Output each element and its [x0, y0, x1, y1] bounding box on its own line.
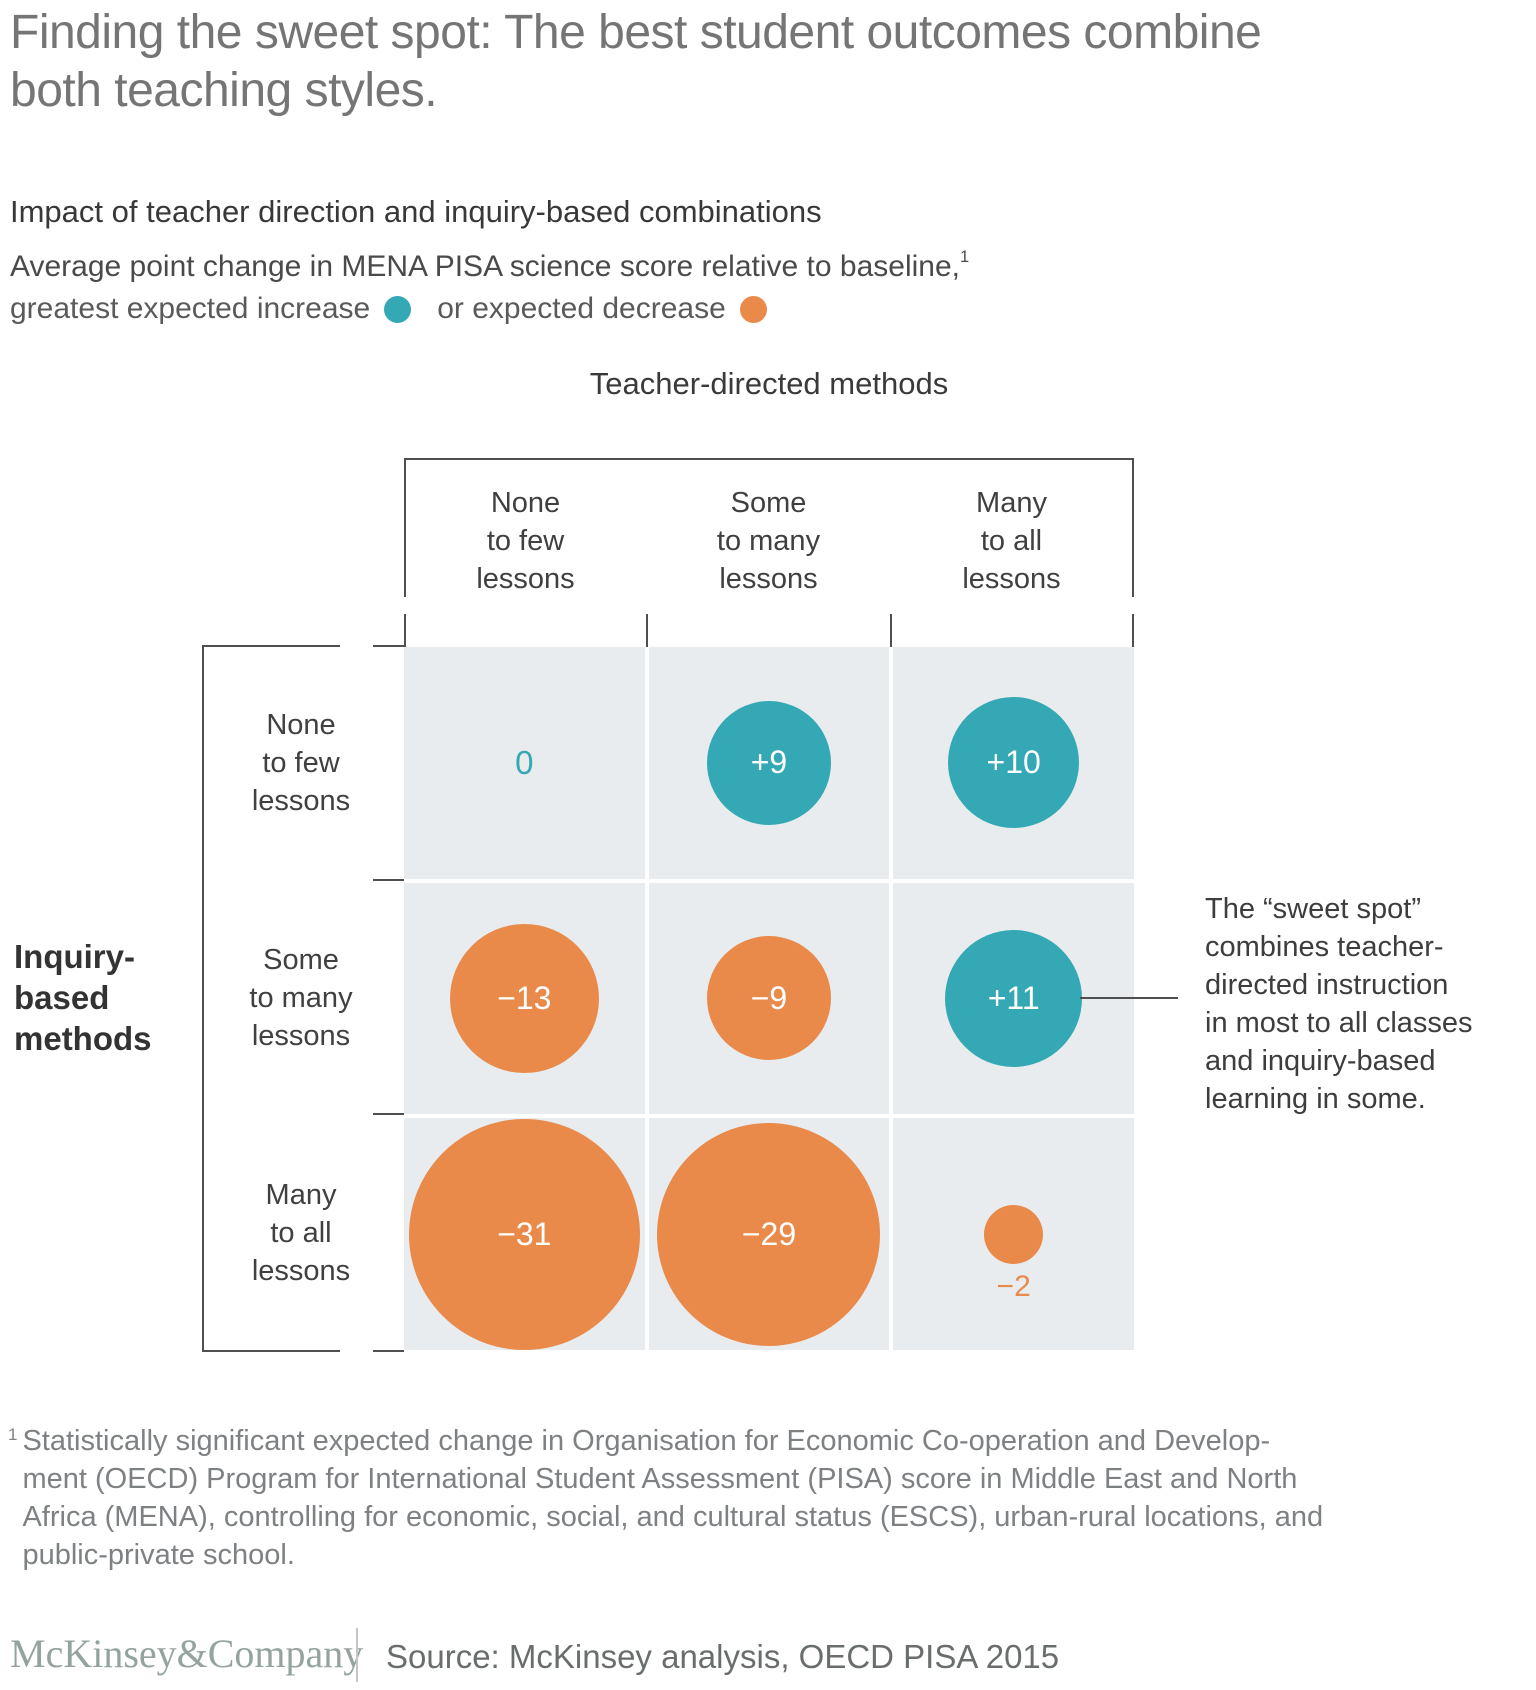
- row-bracket-tick-top-b: [373, 645, 404, 647]
- decrease-dot-icon: [739, 295, 767, 323]
- chart-subtitle-text: Average point change in MENA PISA scienc…: [10, 250, 960, 283]
- column-bracket: [404, 458, 1134, 597]
- column-tick-2: [890, 614, 892, 647]
- row-header-1: Some to many lessons: [249, 944, 353, 1052]
- chart-subtitle: Average point change in MENA PISA scienc…: [10, 248, 970, 284]
- bubble: +9: [706, 700, 831, 825]
- bubble-value-label: −9: [750, 979, 788, 1016]
- bubble-value-label: −2: [996, 1269, 1031, 1303]
- column-header-0: None to few lessons: [476, 487, 575, 595]
- row-tick-1: [373, 879, 404, 881]
- column-tick-1: [646, 614, 648, 647]
- bubble: −9: [706, 936, 831, 1061]
- mckinsey-logo: McKinsey&Company: [10, 1631, 364, 1676]
- subtitle-footnote-marker: 1: [960, 248, 970, 266]
- footnote-text: Statistically significant expected chang…: [22, 1425, 1324, 1571]
- column-tick-0: [404, 614, 406, 647]
- row-bracket-tick-bottom-b: [373, 1350, 404, 1352]
- bubble-value-label: −13: [497, 979, 552, 1016]
- matrix-cell-r0c0: 0: [404, 647, 645, 879]
- x-axis-title: Teacher-directed methods: [589, 366, 949, 401]
- legend: greatest expected increase or expected d…: [10, 292, 767, 326]
- bubble-value-label: +11: [987, 979, 1040, 1016]
- bubble-value-label: +10: [986, 744, 1041, 781]
- bubble: −31: [408, 1118, 640, 1350]
- matrix-cell-r2c1: −29: [648, 1118, 890, 1350]
- legend-increase-label: greatest expected increase: [10, 292, 371, 325]
- matrix-cell-r1c2: +11: [893, 882, 1134, 1115]
- column-header-2: Many to all lessons: [962, 487, 1061, 595]
- page-title: Finding the sweet spot: The best student…: [10, 6, 1262, 117]
- source-text: Source: McKinsey analysis, OECD PISA 201…: [386, 1638, 1060, 1675]
- bubble: −13: [449, 923, 599, 1073]
- bubble-value-label: −29: [741, 1215, 797, 1252]
- footnote-marker: 1: [8, 1425, 18, 1444]
- footnote: 1 Statistically significant expected cha…: [8, 1422, 1508, 1574]
- bubble: +11: [945, 929, 1083, 1067]
- y-axis-title: Inquiry- based methods: [14, 938, 152, 1057]
- increase-dot-icon: [384, 295, 412, 323]
- row-header-2: Many to all lessons: [251, 1179, 351, 1287]
- bubble-value-label: 0: [515, 743, 534, 781]
- bubble: +10: [948, 697, 1080, 829]
- row-bracket-tick-top-a: [202, 645, 340, 647]
- footer-divider: [356, 1628, 358, 1682]
- matrix-cell-r1c0: −13: [404, 882, 645, 1115]
- matrix-cell-r0c2: +10: [893, 647, 1134, 879]
- bubble: [984, 1204, 1044, 1264]
- row-bracket-tick-bottom-a: [202, 1350, 340, 1352]
- matrix-cell-r2c0: −31: [404, 1118, 645, 1350]
- matrix-cell-r1c1: −9: [648, 882, 890, 1115]
- row-header-0: None to few lessons: [251, 709, 351, 817]
- column-header-1: Some to many lessons: [716, 487, 821, 595]
- legend-decrease-label: or expected decrease: [437, 292, 726, 325]
- chart-heading: Impact of teacher direction and inquiry-…: [10, 194, 822, 229]
- annotation-text: The “sweet spot” combines teacher- direc…: [1205, 893, 1473, 1115]
- matrix-cell-r2c2: −2: [893, 1118, 1134, 1350]
- bubble-value-label: −31: [497, 1215, 552, 1252]
- column-tick-3: [1132, 614, 1134, 647]
- matrix-grid: 0 +9 +10 −13 −9 +11 −31 −29 −2: [404, 647, 1134, 1350]
- bubble: −29: [657, 1122, 881, 1346]
- bubble-value-label: +9: [750, 744, 788, 781]
- row-tick-2: [373, 1113, 404, 1115]
- matrix-cell-r0c1: +9: [648, 647, 890, 879]
- annotation-connector-line: [1080, 997, 1178, 999]
- row-bracket: [202, 645, 204, 1352]
